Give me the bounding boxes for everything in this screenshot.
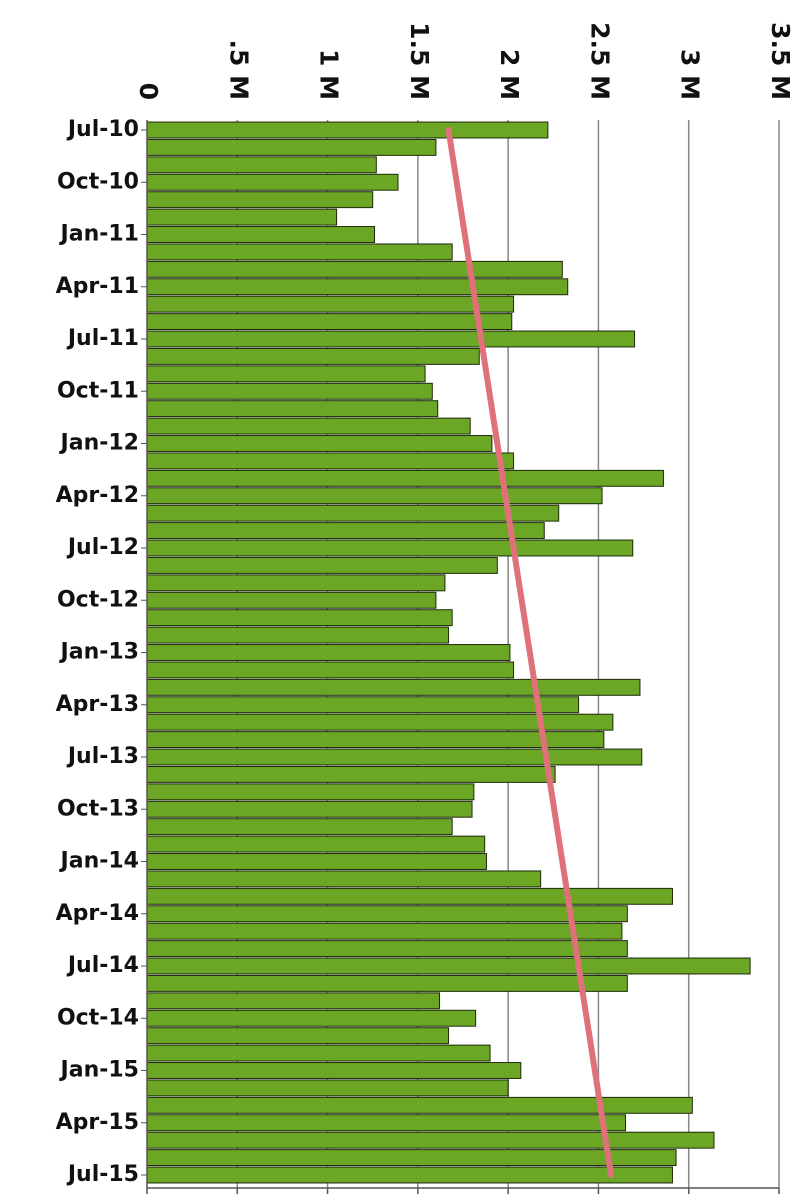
bar: [146, 452, 515, 470]
y-tick-label: Jan-11: [59, 222, 139, 247]
y-tick-label: Jan-13: [59, 640, 139, 665]
bar: [146, 1027, 450, 1045]
bar: [146, 940, 628, 958]
bar: [146, 435, 493, 452]
y-tick-label: Oct-13: [57, 796, 139, 821]
bar: [146, 347, 480, 365]
y-tick-label: Jul-14: [66, 953, 139, 978]
bar: [146, 922, 623, 940]
y-tick-label: Jul-11: [66, 326, 139, 351]
bar: [146, 1062, 522, 1079]
bar: [146, 417, 471, 435]
bar: [146, 278, 569, 296]
y-tick-label: Jul-13: [66, 744, 139, 769]
bar: [146, 156, 377, 174]
bar: [146, 835, 486, 853]
bar: [146, 591, 437, 609]
x-tick-label: 2.5 M: [585, 22, 614, 100]
bar: [146, 957, 751, 975]
x-tick-label: 1.5 M: [405, 22, 434, 100]
y-tick-label: Jan-15: [59, 1058, 139, 1083]
bar: [146, 661, 515, 679]
x-tick-label: 2 M: [495, 49, 524, 100]
bar: [146, 748, 643, 766]
bar: [146, 1096, 693, 1114]
bar: [146, 818, 453, 836]
bar: [146, 522, 545, 540]
bar: [146, 678, 641, 696]
y-tick-label: Oct-10: [57, 169, 139, 194]
x-tick-label: 1 M: [315, 49, 344, 100]
bar: [146, 992, 441, 1010]
bar: [146, 696, 580, 714]
y-tick-label: Apr-14: [56, 901, 139, 926]
bar: [146, 905, 628, 923]
bar: [146, 243, 453, 261]
bar: [146, 138, 437, 156]
x-tick-label: 3.5 M: [766, 22, 795, 100]
bar: [146, 574, 446, 592]
x-tick-label: .5 M: [224, 40, 253, 100]
bar: [146, 487, 603, 505]
bar: [146, 731, 605, 749]
bar: [146, 626, 450, 644]
bar: [146, 313, 513, 331]
bar: [146, 1131, 715, 1149]
bar: [146, 1166, 673, 1184]
bar: [146, 400, 439, 418]
bar: [146, 1044, 491, 1062]
x-tick-label: 0: [134, 83, 163, 100]
bar: [146, 1009, 477, 1027]
bar: [146, 853, 487, 870]
y-tick-label: Apr-12: [56, 483, 139, 508]
bar: [146, 800, 473, 818]
bar: [146, 1079, 509, 1097]
bar: [146, 260, 563, 278]
bar: [146, 208, 338, 226]
bar: [146, 556, 498, 574]
y-tick-label: Apr-11: [56, 274, 139, 299]
bar: [146, 765, 556, 783]
y-tick-label: Jan-14: [59, 849, 139, 874]
bar: [146, 382, 433, 400]
bar: [146, 191, 374, 209]
bar: [146, 609, 453, 627]
bar: [146, 504, 560, 522]
y-tick-label: Oct-14: [57, 1005, 139, 1030]
bar: [146, 365, 426, 383]
y-tick-label: Jul-12: [66, 535, 139, 560]
bar: [146, 644, 511, 661]
y-tick-label: Apr-15: [56, 1110, 139, 1135]
y-tick-label: Jul-15: [66, 1162, 139, 1187]
bar: [146, 870, 542, 888]
bar: [146, 1149, 677, 1167]
bar: [146, 539, 634, 557]
y-tick-label: Jul-10: [66, 117, 139, 142]
bar: [146, 974, 628, 992]
y-tick-label: Jan-12: [59, 431, 139, 456]
bar: [146, 783, 475, 801]
x-tick-label: 3 M: [676, 49, 705, 100]
bar: [146, 887, 673, 905]
bar: [146, 1114, 627, 1132]
bar: [146, 330, 636, 348]
bar: [146, 295, 515, 313]
bar: [146, 226, 376, 243]
y-tick-label: Apr-13: [56, 692, 139, 717]
y-tick-label: Oct-12: [57, 587, 139, 612]
trendline: [445, 127, 615, 1178]
bar: [146, 173, 399, 191]
bar: [146, 469, 664, 487]
bar: [146, 121, 549, 139]
y-tick-label: Oct-11: [57, 378, 139, 403]
